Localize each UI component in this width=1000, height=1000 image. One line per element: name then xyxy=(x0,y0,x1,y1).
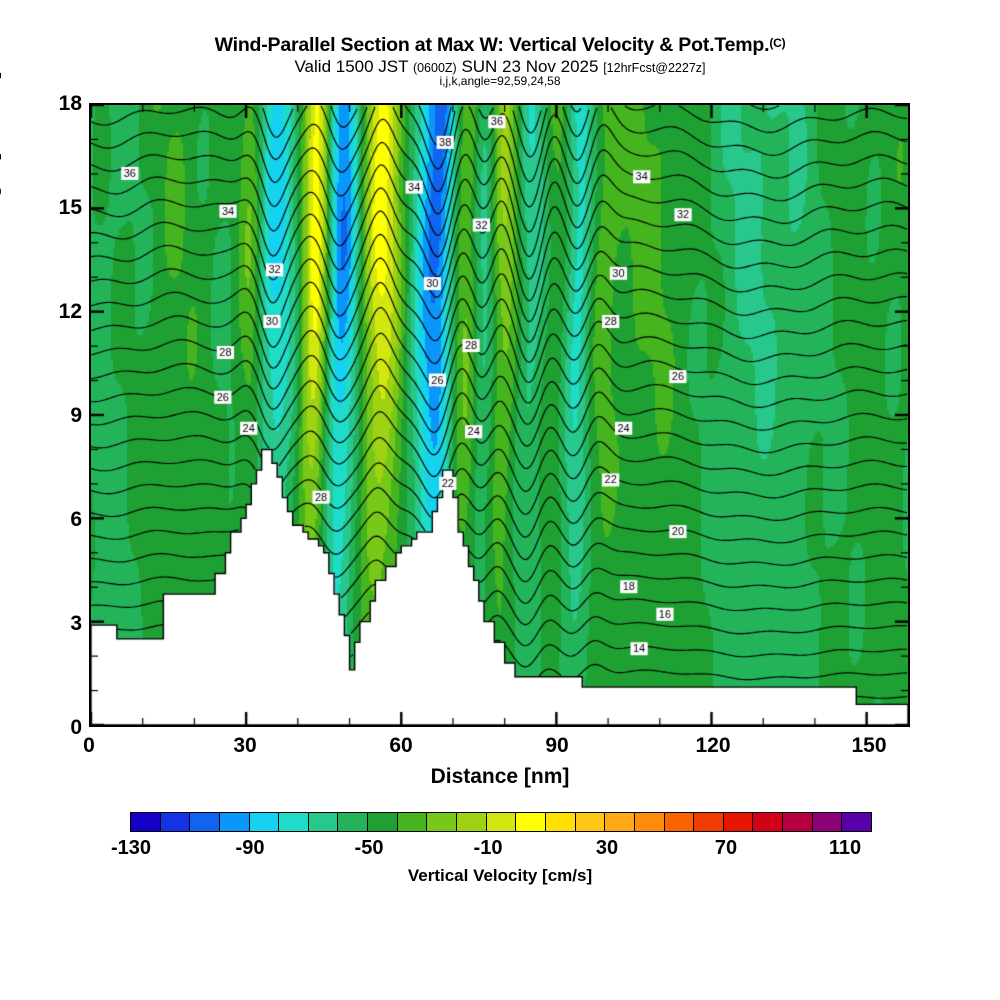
valid-time-subtitle: Valid 1500 JST (0600Z) SUN 23 Nov 2025 [… xyxy=(0,57,1000,78)
colorbar-swatch-5 xyxy=(279,813,309,831)
colorbar-swatch-4 xyxy=(249,813,280,831)
colorbar-swatch-0 xyxy=(131,813,161,831)
x-tick-label-150: 150 xyxy=(851,734,887,757)
colorbar-swatch-10 xyxy=(427,813,458,831)
title-block: Wind-Parallel Section at Max W: Vertical… xyxy=(0,32,1000,87)
colorbar-swatch-24 xyxy=(842,813,872,831)
vertical-velocity-heatmap xyxy=(91,105,908,725)
colorbar-swatch-13 xyxy=(516,813,546,831)
colorbar-swatch-18 xyxy=(664,813,695,831)
valid-time-utc: (0600Z) xyxy=(412,61,457,75)
y-tick-label-18: 18 xyxy=(58,92,82,115)
colorbar-tick-70: 70 xyxy=(714,837,738,859)
x-tick-label-120: 120 xyxy=(695,734,731,757)
colorbar-tick--130: -130 xyxy=(110,837,152,859)
main-title-text: Wind-Parallel Section at Max W: Vertical… xyxy=(214,34,770,56)
copyright-mark: (C) xyxy=(769,36,786,50)
colorbar-swatch-12 xyxy=(486,813,517,831)
colorbar-swatch-3 xyxy=(219,813,250,831)
colorbar-swatch-20 xyxy=(723,813,754,831)
valid-date: SUN 23 Nov 2025 xyxy=(456,57,604,76)
colorbar-swatch-16 xyxy=(605,813,635,831)
colorbar-swatch-7 xyxy=(338,813,369,831)
forecast-info: [12hrFcst@2227z] xyxy=(603,61,706,75)
colorbar-caption: Vertical Velocity [cm/s] xyxy=(407,866,593,885)
y-tick-label-6: 6 xyxy=(70,508,82,531)
colorbar-swatch-11 xyxy=(457,813,487,831)
y-tick-label-3: 3 xyxy=(70,612,82,635)
colorbar-swatch-19 xyxy=(694,813,724,831)
grid-indices: i,j,k,angle=92,59,24,58 xyxy=(439,74,561,88)
colorbar-swatch-15 xyxy=(575,813,606,831)
colorbar-swatch-2 xyxy=(190,813,220,831)
colorbar-swatch-22 xyxy=(783,813,813,831)
colorbar-tick-110: 110 xyxy=(828,837,862,859)
colorbar-tick--50: -50 xyxy=(354,837,384,859)
colorbar-tick--90: -90 xyxy=(235,837,265,859)
colorbar-swatch-6 xyxy=(308,813,339,831)
x-tick-label-60: 60 xyxy=(389,734,413,757)
colorbar-swatch-1 xyxy=(160,813,191,831)
colorbar-swatch-8 xyxy=(368,813,398,831)
valid-time-local: Valid 1500 JST xyxy=(294,57,413,76)
colorbar xyxy=(130,812,872,832)
colorbar-swatch-9 xyxy=(397,813,428,831)
page-title: Wind-Parallel Section at Max W: Vertical… xyxy=(215,32,786,56)
colorbar-tick--10: -10 xyxy=(473,837,503,859)
colorbar-swatch-23 xyxy=(812,813,843,831)
x-tick-label-30: 30 xyxy=(233,734,257,757)
y-tick-label-0: 0 xyxy=(70,716,82,739)
y-tick-label-9: 9 xyxy=(70,404,82,427)
x-axis-label: Distance [nm] xyxy=(430,765,570,788)
colorbar-swatch-14 xyxy=(545,813,576,831)
y-axis-label: Height [Kft MSL] xyxy=(0,71,2,229)
y-tick-label-12: 12 xyxy=(58,300,82,323)
colorbar-swatch-17 xyxy=(634,813,665,831)
colorbar-tick-30: 30 xyxy=(595,837,619,859)
x-tick-label-0: 0 xyxy=(83,734,95,757)
x-tick-label-90: 90 xyxy=(545,734,569,757)
y-tick-label-15: 15 xyxy=(58,196,82,219)
colorbar-swatch-21 xyxy=(753,813,784,831)
cross-section-plot xyxy=(89,103,910,727)
